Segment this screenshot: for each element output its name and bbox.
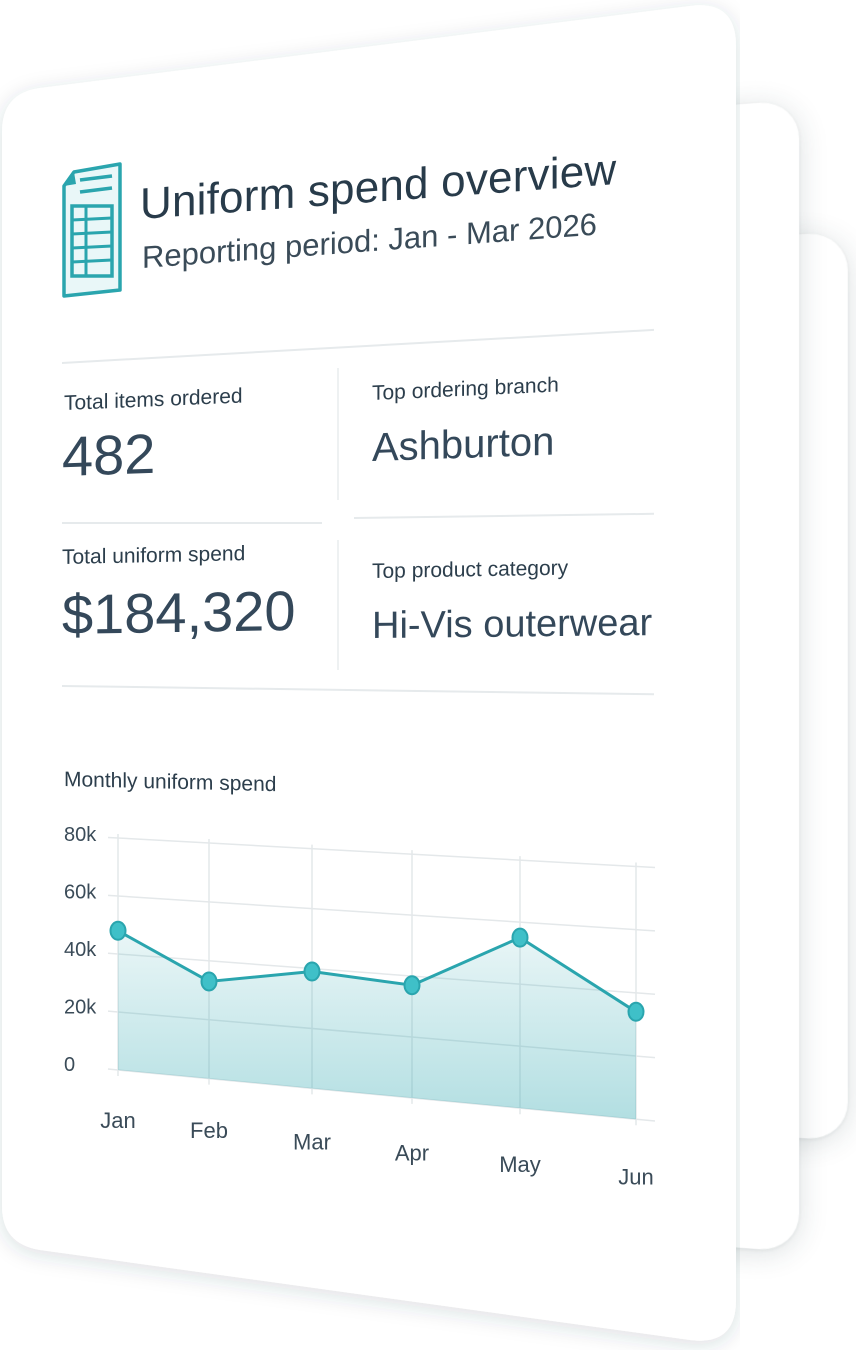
- data-point: [403, 975, 421, 996]
- data-point: [109, 920, 127, 941]
- x-tick-label: Feb: [190, 1118, 228, 1143]
- data-point: [200, 971, 218, 992]
- y-tick-label: 40k: [64, 939, 97, 961]
- x-tick-label: Apr: [395, 1140, 429, 1165]
- x-tick-label: Jan: [100, 1108, 135, 1133]
- spreadsheet-document-icon: [60, 160, 126, 305]
- x-tick-label: Jun: [618, 1165, 653, 1190]
- x-tick-label: Mar: [293, 1129, 331, 1154]
- data-point: [627, 1001, 645, 1022]
- data-point: [303, 961, 321, 982]
- data-point: [511, 927, 529, 948]
- x-tick-label: May: [499, 1152, 541, 1177]
- y-tick-label: 80k: [64, 824, 97, 846]
- grid-line: [107, 836, 656, 869]
- divider: [62, 522, 322, 524]
- grid-line: [107, 894, 656, 932]
- y-tick-label: 60k: [64, 881, 97, 903]
- series-area: [118, 930, 636, 1120]
- series-line: [117, 929, 637, 1014]
- y-tick-label: 20k: [64, 996, 97, 1018]
- divider: [337, 540, 339, 670]
- y-tick-label: 0: [64, 1054, 75, 1076]
- monthly-spend-chart: 80k 60k 40k 20k 0 Jan Feb Mar Apr May Jun: [64, 824, 656, 1190]
- divider: [337, 368, 339, 500]
